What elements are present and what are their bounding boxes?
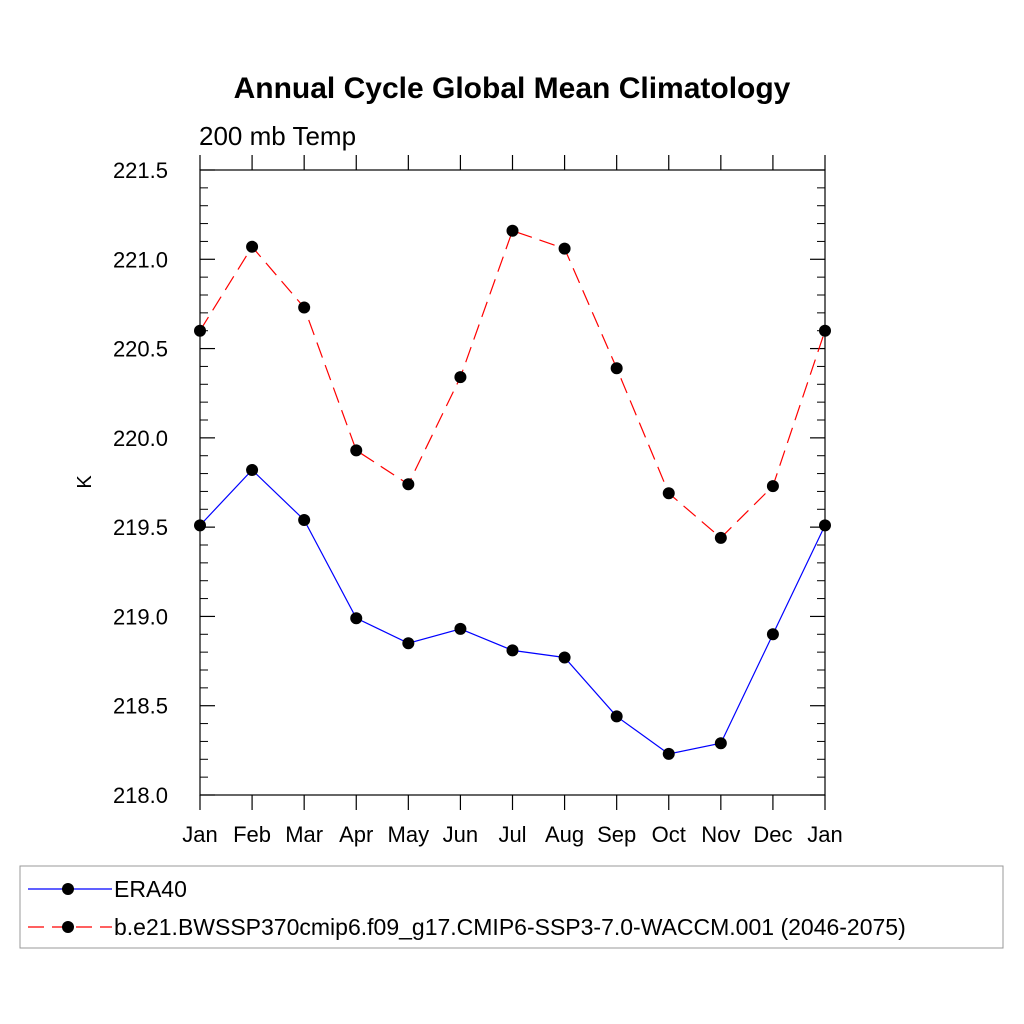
x-tick-label: Jun [443, 822, 478, 847]
x-tick-label: Feb [233, 822, 271, 847]
x-tick-label: Apr [339, 822, 373, 847]
y-tick-label: 221.0 [113, 247, 168, 272]
x-tick-label: Jul [498, 822, 526, 847]
series-2-point [558, 242, 571, 255]
series-1-point [662, 747, 675, 760]
series-1-point [246, 464, 259, 476]
x-tick-label: Sep [597, 822, 636, 847]
legend-label-1: ERA40 [114, 876, 187, 902]
series-1-point [766, 628, 779, 641]
x-tick-label: Jan [182, 822, 217, 847]
legend: ERA40 b.e21.BWSSP370cmip6.f09_g17.CMIP6-S… [28, 876, 906, 940]
series-2-point [506, 224, 519, 237]
series-2-point [350, 444, 363, 457]
series-2-point [766, 480, 779, 493]
y-tick-label: 220.5 [113, 337, 168, 362]
x-tick-label: May [388, 822, 430, 847]
x-tick-label: Oct [652, 822, 686, 847]
series-1-point [558, 651, 571, 664]
series-1-point [610, 710, 623, 723]
y-tick-label: 218.0 [113, 783, 168, 808]
series-2-point [714, 531, 727, 544]
series-1-point [506, 644, 519, 657]
x-tick-label: Mar [285, 822, 323, 847]
series-2-point [819, 324, 831, 337]
y-axis-label: K [74, 475, 96, 489]
plot-frame [199, 169, 826, 796]
series-2-point [454, 371, 467, 384]
legend-label-2: b.e21.BWSSP370cmip6.f09_g17.CMIP6-SSP3-7… [114, 914, 906, 940]
series-2-point [246, 240, 259, 253]
y-tick-label: 218.5 [113, 694, 168, 719]
legend-marker-2 [62, 921, 74, 933]
series-lines [199, 229, 826, 755]
series-2-point [662, 487, 675, 500]
y-tick-labels: 218.0 218.5 219.0 219.5 220.0 220.5 221.0 221.5 [113, 158, 168, 808]
series-2-point [194, 324, 206, 337]
series-2-point [402, 478, 415, 491]
series-points [194, 224, 831, 760]
chart-subtitle: 200 mb Temp [199, 121, 356, 151]
series-1-point [819, 519, 831, 532]
y-tick-label: 220.0 [113, 426, 168, 451]
x-tick-label: Dec [753, 822, 792, 847]
x-tick-label: Aug [545, 822, 584, 847]
y-tick-label: 219.5 [113, 515, 168, 540]
series-1-point [350, 612, 363, 625]
y-tick-label: 221.5 [113, 158, 168, 183]
x-tick-labels: Jan Feb Mar Apr May Jun Jul Aug Sep Oct Nov Dec Jan [182, 822, 842, 847]
x-tick-label: Jan [807, 822, 842, 847]
series-1-point [194, 519, 206, 532]
chart-title: Annual Cycle Global Mean Climatology [234, 72, 791, 105]
series-2-point [298, 301, 311, 314]
series-line-2 [199, 229, 826, 539]
legend-box [19, 865, 1004, 949]
x-tick-label: Nov [701, 822, 740, 847]
series-1-point [454, 622, 467, 635]
series-2-point [610, 362, 623, 375]
series-1-point [298, 514, 311, 526]
series-1-point [714, 737, 727, 750]
y-tick-label: 219.0 [113, 604, 168, 629]
series-line-1 [199, 469, 826, 755]
ticks-group [199, 155, 826, 810]
series-1-point [402, 637, 415, 650]
legend-marker-1 [62, 883, 74, 895]
